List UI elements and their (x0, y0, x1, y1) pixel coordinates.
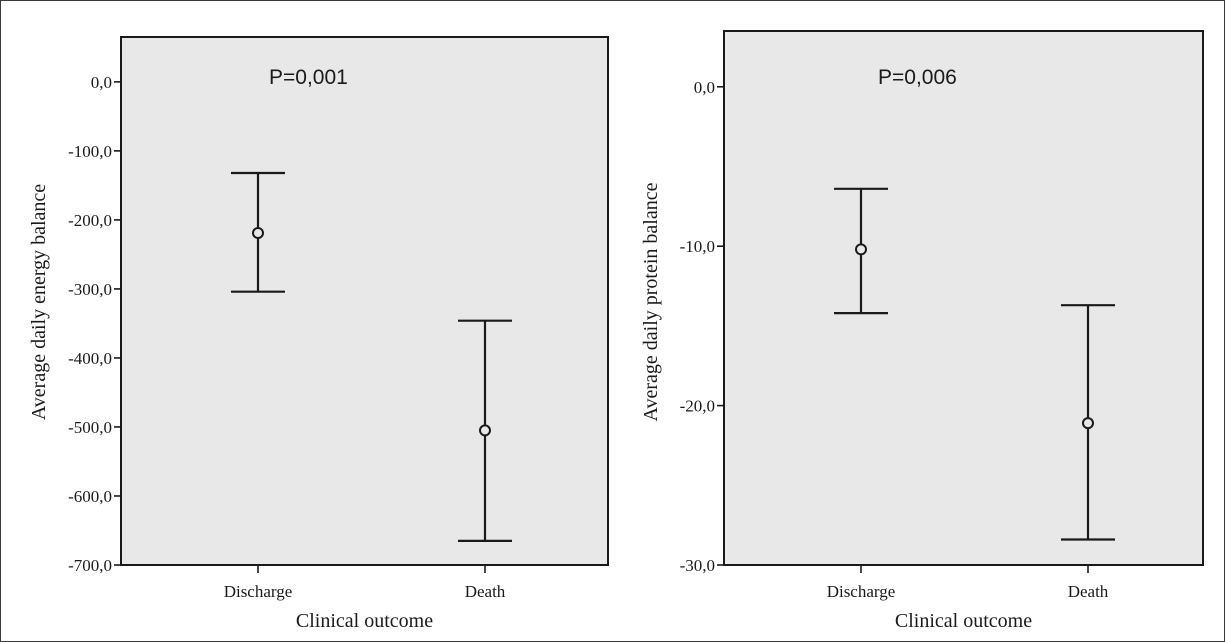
p-value-annotation: P=0,001 (269, 66, 348, 89)
y-axis-title: Average daily energy balance (28, 184, 50, 420)
y-tick-label: -30,0 (680, 556, 715, 575)
p-value-annotation: P=0,006 (878, 66, 957, 89)
y-tick-label: -200,0 (68, 211, 112, 230)
mean-point (1082, 417, 1094, 430)
error-bar-death (1061, 304, 1115, 541)
y-tick-label: -100,0 (68, 142, 112, 161)
mean-point (252, 227, 264, 240)
y-tick-label: -20,0 (680, 397, 715, 416)
y-tick-label: -10,0 (680, 237, 715, 256)
y-tick-label: -500,0 (68, 418, 112, 437)
y-tick-label: -600,0 (68, 487, 112, 506)
x-axis-title: Clinical outcome (296, 610, 433, 632)
y-tick-label: -300,0 (68, 280, 112, 299)
error-bar-death (458, 319, 512, 542)
y-tick-label: -700,0 (68, 556, 112, 575)
x-tick-label: Death (465, 582, 506, 601)
x-tick-label: Death (1068, 582, 1109, 601)
y-tick-label: 0,0 (694, 78, 715, 97)
mean-point (479, 424, 491, 437)
plot-frame (120, 36, 609, 566)
error-bar-discharge (231, 171, 285, 293)
plot-frame (723, 30, 1204, 566)
mean-point (855, 243, 867, 256)
y-tick-label: 0,0 (91, 73, 112, 92)
error-bar-discharge (834, 187, 888, 315)
chart-panel-1: 0,0 -100,0 -200,0 -300,0 -400,0 -500,0 -600,0 -… (28, 36, 609, 632)
x-tick-label: Discharge (224, 582, 293, 601)
x-tick-label: Discharge (827, 582, 896, 601)
y-axis-title: Average daily protein balance (640, 182, 662, 421)
y-tick-label: -400,0 (68, 349, 112, 368)
x-axis-title: Clinical outcome (895, 610, 1032, 632)
chart-panel-2: 0,0 -10,0 -20,0 -30,0 Discharge Death P=0,006 C… (640, 30, 1204, 632)
